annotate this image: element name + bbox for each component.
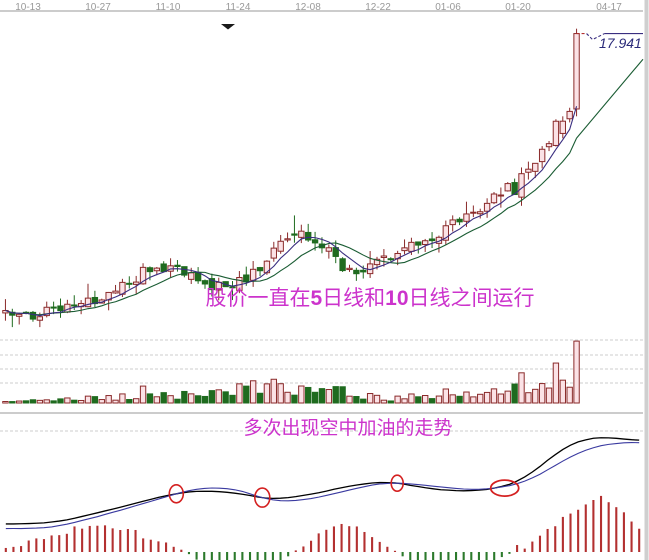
svg-text:多次出现空中加油的走势: 多次出现空中加油的走势 (243, 417, 452, 439)
svg-text:股价一直在5日线和10日线之间运行: 股价一直在5日线和10日线之间运行 (205, 287, 534, 310)
svg-text:17.941: 17.941 (599, 35, 642, 51)
